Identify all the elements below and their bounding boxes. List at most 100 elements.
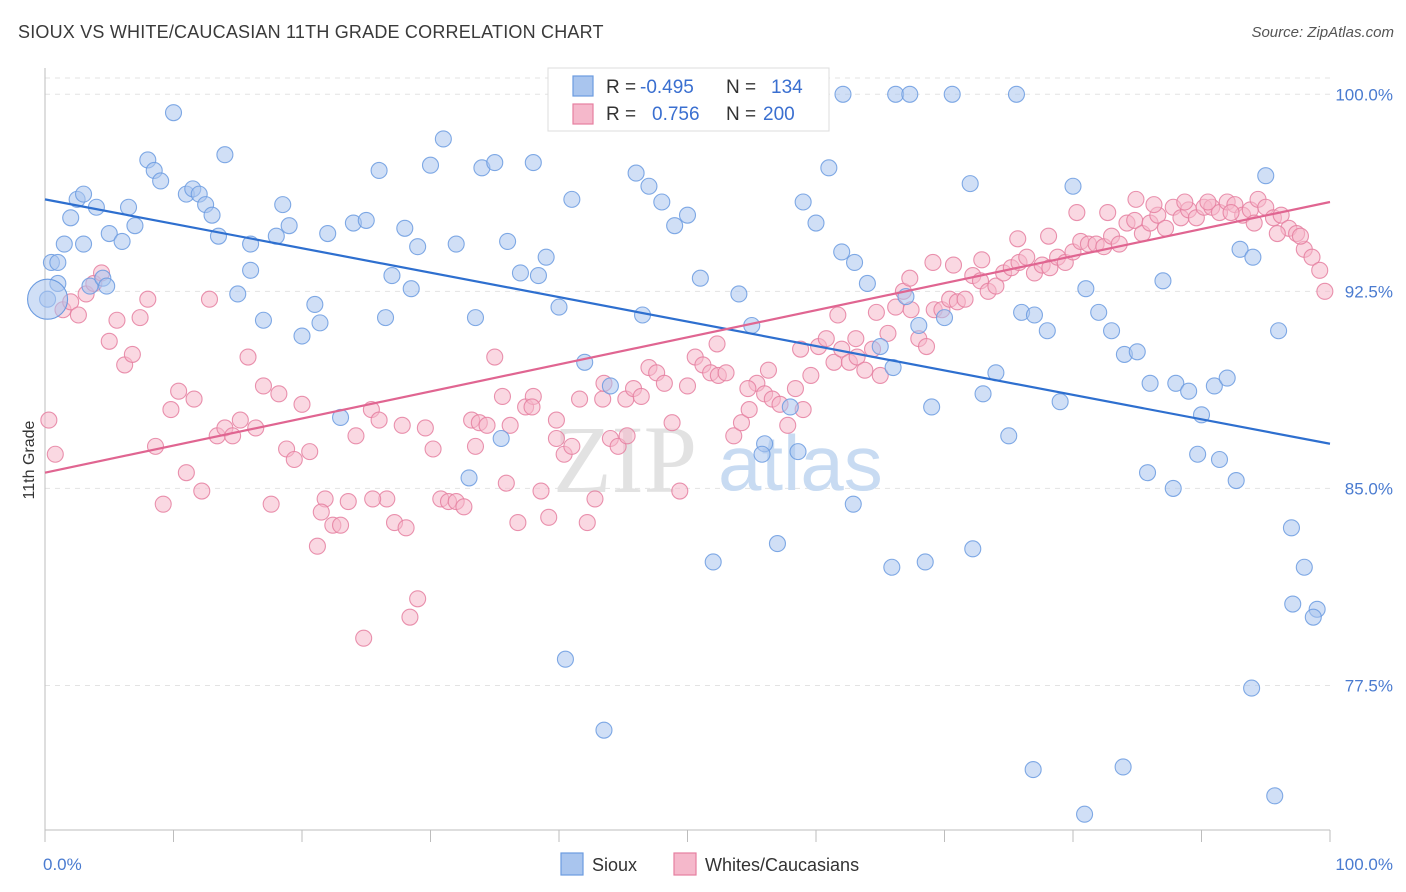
point-white-176	[708, 335, 726, 353]
point-sioux-17	[164, 104, 183, 122]
y-tick-label-3: 77.5%	[1345, 676, 1393, 695]
point-white-20	[193, 482, 211, 500]
point-sioux-61	[730, 285, 748, 303]
trend-lines	[44, 198, 1331, 474]
point-white-34	[301, 443, 319, 461]
point-sioux-22	[203, 206, 221, 224]
chart-title: SIOUX VS WHITE/CAUCASIAN 11TH GRADE CORR…	[18, 22, 604, 42]
legend-swatch-white	[572, 103, 594, 125]
point-white-190	[1099, 203, 1117, 222]
point-sioux-35	[357, 211, 375, 229]
point-white-26	[239, 348, 257, 366]
point-white-183	[901, 269, 919, 287]
legend-n-label-0: N =	[726, 77, 756, 98]
point-white-198	[1291, 227, 1309, 245]
point-white-173	[547, 411, 565, 429]
point-sioux-106	[49, 253, 67, 271]
point-sioux-59	[691, 269, 709, 287]
point-sioux-16	[152, 172, 170, 190]
point-white-4	[69, 306, 87, 324]
point-white-127	[1018, 248, 1036, 266]
point-sioux-101	[1257, 167, 1275, 185]
point-white-46	[393, 416, 411, 434]
bottom-legend-label-white: Whites/Caucasians	[705, 855, 859, 875]
point-sioux-99	[1231, 240, 1249, 258]
point-sioux-48	[524, 154, 542, 172]
source-label: Source: ZipAtlas.com	[1251, 24, 1394, 41]
point-sioux-32	[319, 224, 337, 243]
point-white-165	[1311, 261, 1329, 279]
point-white-1	[46, 445, 64, 463]
y-tick-label-1: 92.5%	[1345, 282, 1393, 301]
point-white-182	[867, 303, 885, 321]
point-sioux-127	[1076, 805, 1094, 823]
point-sioux-91	[1128, 343, 1146, 361]
point-sioux-26	[254, 311, 273, 329]
y-tick-label-2: 85.0%	[1345, 479, 1393, 498]
point-white-101	[817, 330, 835, 348]
point-white-49	[416, 419, 434, 437]
axes	[44, 68, 1331, 842]
point-sioux-108	[98, 277, 116, 295]
point-sioux-36	[370, 161, 388, 180]
point-white-145	[1156, 219, 1175, 237]
point-white-19	[185, 390, 203, 408]
point-white-187	[1009, 230, 1027, 248]
point-white-38	[331, 516, 350, 534]
point-sioux-69	[833, 243, 851, 261]
point-sioux-130	[1164, 479, 1182, 497]
point-white-18	[177, 464, 195, 482]
point-white-77	[632, 387, 650, 405]
point-white-57	[478, 416, 496, 434]
point-white-114	[917, 337, 936, 356]
point-white-68	[563, 437, 581, 455]
point-white-89	[725, 427, 743, 445]
point-white-193	[1176, 193, 1194, 211]
point-sioux-58	[678, 206, 697, 224]
point-sioux-125	[964, 540, 982, 558]
point-sioux-large	[27, 278, 69, 320]
point-white-167	[312, 503, 330, 521]
point-sioux-135	[1266, 787, 1284, 805]
point-sioux-81	[1000, 427, 1018, 445]
legend-swatch-sioux	[572, 75, 594, 97]
point-sioux-124	[916, 553, 934, 571]
point-sioux-93	[1154, 272, 1172, 290]
point-sioux-60	[704, 553, 722, 571]
point-sioux-103	[1282, 519, 1300, 537]
point-white-171	[497, 474, 515, 492]
point-white-14	[146, 437, 165, 455]
point-white-60	[501, 416, 519, 434]
point-white-64	[532, 482, 550, 500]
point-white-48	[409, 590, 427, 608]
point-white-11	[123, 345, 141, 363]
point-sioux-66	[794, 193, 812, 211]
point-sioux-4	[62, 209, 80, 227]
point-sioux-51	[563, 190, 581, 208]
point-sioux-100	[1244, 248, 1262, 266]
point-white-90	[732, 414, 751, 432]
point-white-106	[856, 361, 874, 379]
point-white-194	[1199, 193, 1217, 211]
point-sioux-84	[1038, 322, 1056, 340]
point-sioux-129	[1138, 464, 1157, 482]
point-sioux-64	[768, 535, 787, 553]
x-tick-label-min: 0.0%	[43, 855, 82, 874]
point-sioux-116	[402, 280, 420, 298]
point-sioux-92	[1141, 374, 1159, 392]
point-white-0	[40, 411, 58, 429]
point-sioux-53	[601, 377, 619, 395]
point-white-50	[424, 440, 442, 458]
point-white-83	[678, 377, 697, 395]
point-white-9	[108, 311, 126, 329]
point-sioux-126	[1024, 761, 1042, 779]
point-white-28	[254, 377, 273, 395]
point-sioux-23	[216, 146, 234, 164]
point-sioux-46	[499, 232, 517, 250]
point-sioux-104	[1295, 558, 1313, 576]
point-sioux-24	[229, 285, 247, 303]
watermark-atlas: atlas	[718, 419, 883, 507]
point-sioux-71	[858, 274, 876, 293]
point-white-184	[924, 253, 942, 271]
